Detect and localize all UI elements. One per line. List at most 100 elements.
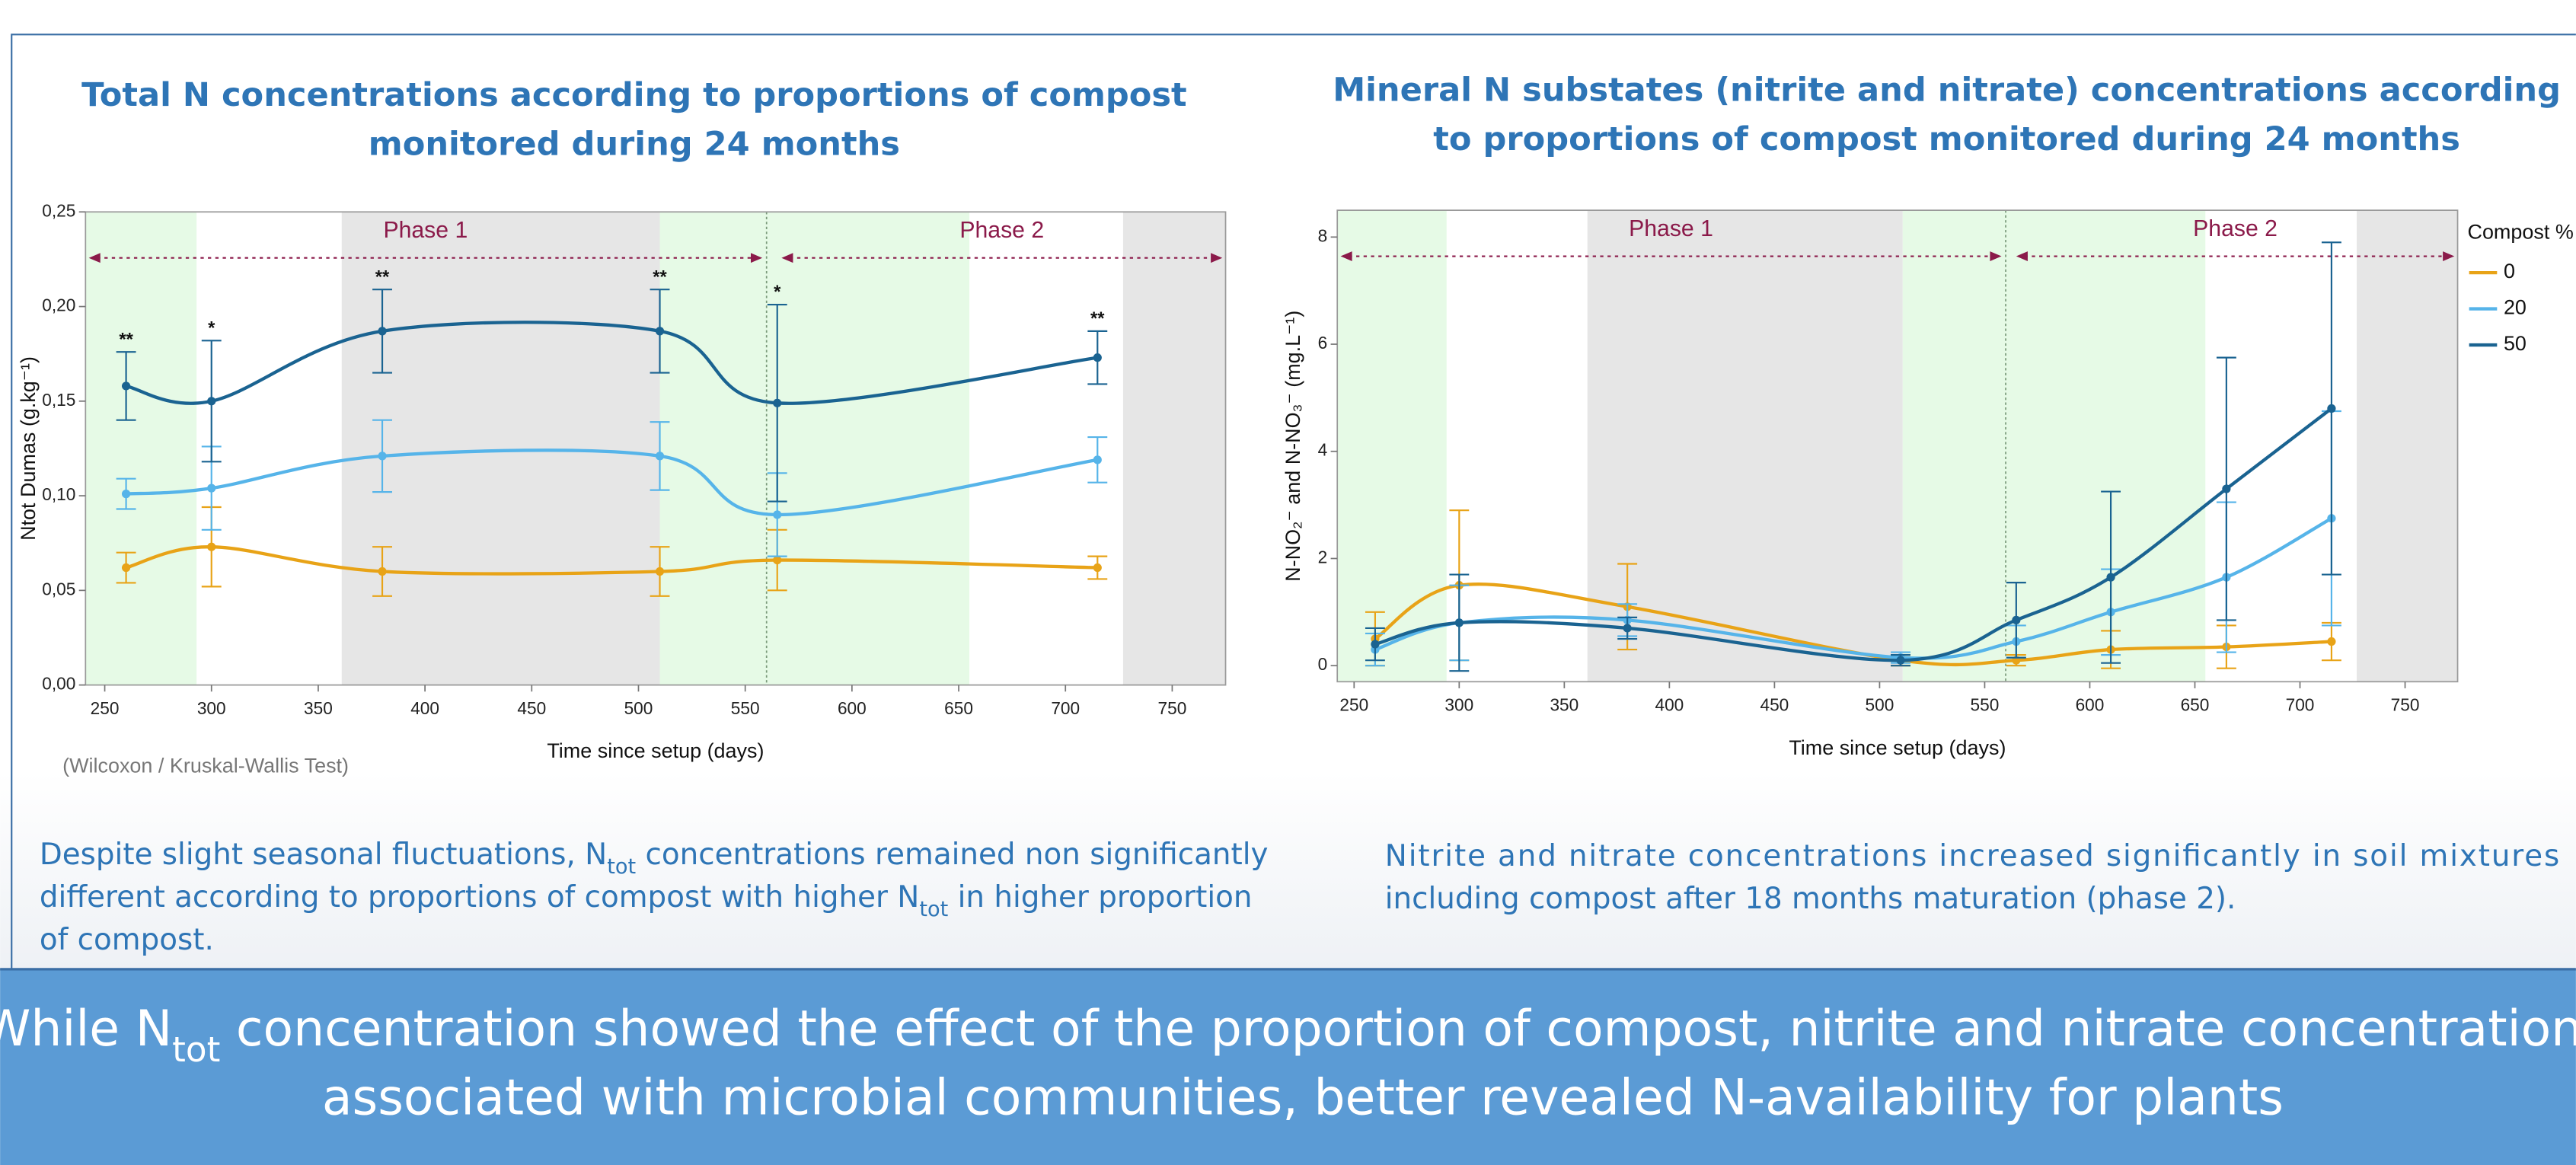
banner-text: While Ntot concentration showed the effe… (0, 1000, 2576, 1069)
data-point (2327, 404, 2336, 413)
caption-left: of compost. (40, 923, 214, 957)
phase-label: Phase 2 (2193, 216, 2278, 241)
x-tick-label: 350 (304, 698, 333, 718)
data-point (1093, 455, 1102, 464)
subscript: tot (919, 898, 948, 921)
phase-shading (1587, 210, 1903, 682)
legend-label: 0 (2504, 260, 2515, 282)
x-tick-label: 400 (410, 698, 439, 718)
data-point (2327, 637, 2336, 646)
caption-background (0, 771, 2576, 969)
significance-label: ** (119, 330, 133, 350)
x-tick-label: 450 (517, 698, 546, 718)
text-run: associated with microbial communities, b… (322, 1069, 2284, 1126)
y-axis-label: Ntot Dumas (g.kg⁻¹) (17, 356, 40, 541)
banner-text: associated with microbial communities, b… (322, 1069, 2284, 1126)
caption-left: Despite slight seasonal fluctuations, Nt… (40, 837, 1269, 878)
phase-label: Phase 1 (1629, 216, 1713, 241)
legend-label: 50 (2504, 332, 2527, 355)
x-tick-label: 700 (2286, 695, 2315, 715)
frame (11, 34, 2576, 969)
y-tick-label: 8 (1318, 225, 1328, 245)
y-tick-label: 0,10 (42, 484, 75, 504)
data-point (378, 567, 387, 576)
x-tick-label: 650 (2181, 695, 2210, 715)
data-point (1093, 353, 1102, 362)
data-point (121, 563, 131, 573)
text-run: concentrations remained non significantl… (636, 837, 1268, 871)
phase-shading (659, 212, 970, 685)
x-tick-label: 550 (731, 698, 760, 718)
y-tick-label: 0 (1318, 654, 1328, 674)
x-axis-label: Time since setup (days) (1789, 736, 2006, 759)
x-tick-label: 400 (1655, 695, 1684, 715)
caption-left: different according to proportions of co… (40, 880, 1253, 922)
plot-border (85, 211, 1227, 686)
caption-right: Nitrite and nitrate concentrations incre… (1385, 839, 2560, 873)
legend-title: Compost % (2467, 220, 2573, 243)
data-point (2106, 573, 2115, 582)
data-point (2222, 484, 2231, 493)
chart-title: Total N concentrations according to prop… (81, 76, 1187, 114)
x-tick-label: 350 (1550, 695, 1578, 715)
phase-label: Phase 1 (383, 218, 468, 243)
data-point (207, 397, 216, 406)
legend-label: 20 (2504, 296, 2527, 319)
x-tick-label: 750 (2391, 695, 2420, 715)
x-tick-label: 300 (1444, 695, 1473, 715)
arrow-head (2016, 251, 2028, 262)
x-tick-label: 600 (2076, 695, 2105, 715)
x-axis-label: Time since setup (days) (547, 739, 764, 762)
significance-label: ** (1090, 309, 1105, 329)
plot-border (1336, 209, 2459, 683)
data-point (378, 327, 387, 336)
data-point (1896, 656, 1905, 665)
chart-title: monitored during 24 months (369, 126, 900, 164)
series-line (126, 321, 1098, 405)
series-line (126, 448, 1098, 517)
text-run: While N (0, 1000, 172, 1057)
subscript: tot (172, 1029, 220, 1070)
text-run: Despite slight seasonal fluctuations, N (40, 837, 607, 871)
arrow-head (1211, 253, 1223, 263)
significance-label: ** (375, 267, 390, 287)
x-tick-label: 300 (197, 698, 226, 718)
arrow-head (2443, 251, 2455, 262)
y-tick-label: 4 (1318, 440, 1328, 460)
phase-shading (85, 212, 197, 685)
test-note: (Wilcoxon / Kruskal-Wallis Test) (62, 755, 349, 777)
x-tick-label: 650 (944, 698, 973, 718)
x-tick-label: 550 (1971, 695, 2000, 715)
x-tick-label: 450 (1760, 695, 1789, 715)
significance-label: ** (653, 267, 667, 287)
data-point (773, 555, 782, 565)
caption-right: including compost after 18 months matura… (1385, 882, 2236, 916)
banner-background (0, 969, 2576, 1165)
data-point (1093, 563, 1102, 573)
text-run: different according to proportions of co… (40, 880, 919, 914)
data-point (655, 327, 665, 336)
x-tick-label: 500 (624, 698, 653, 718)
data-point (655, 452, 665, 461)
series-line (1374, 582, 2332, 667)
x-tick-label: 750 (1158, 698, 1187, 718)
x-tick-label: 700 (1051, 698, 1080, 718)
x-tick-label: 250 (91, 698, 120, 718)
data-point (773, 398, 782, 407)
y-tick-label: 0,20 (42, 295, 75, 315)
arrow-head (781, 253, 793, 263)
text-run: of compost. (40, 923, 214, 957)
data-point (1371, 640, 1380, 649)
text-run: concentration showed the effect of the p… (220, 1000, 2576, 1057)
y-tick-label: 0,00 (42, 674, 75, 694)
y-axis-label: N-NO₂⁻ and N-NO₃⁻ (mg.L⁻¹) (1282, 311, 1304, 582)
data-point (121, 489, 131, 499)
subscript: tot (607, 855, 636, 879)
arrow-head (1340, 251, 1352, 262)
phase-shading (1122, 212, 1226, 685)
phase-shading (1902, 210, 2206, 682)
arrow-head (88, 253, 101, 263)
data-point (378, 452, 387, 461)
chart-title: Mineral N substates (nitrite and nitrate… (1333, 71, 2561, 109)
